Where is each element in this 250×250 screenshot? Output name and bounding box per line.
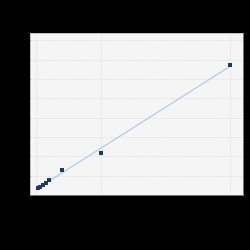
Point: [60, 168, 64, 172]
Point: [44, 180, 48, 184]
Point: [41, 183, 45, 187]
Point: [36, 186, 40, 190]
Y-axis label: OD: OD: [9, 110, 14, 118]
Point: [38, 185, 42, 189]
Point: [228, 64, 232, 68]
Point: [99, 151, 103, 155]
X-axis label: Mouse Tubulin Beta 1 (TUBB1)
Concentration (ng/ml): Mouse Tubulin Beta 1 (TUBB1) Concentrati…: [89, 207, 184, 218]
Point: [47, 178, 51, 182]
